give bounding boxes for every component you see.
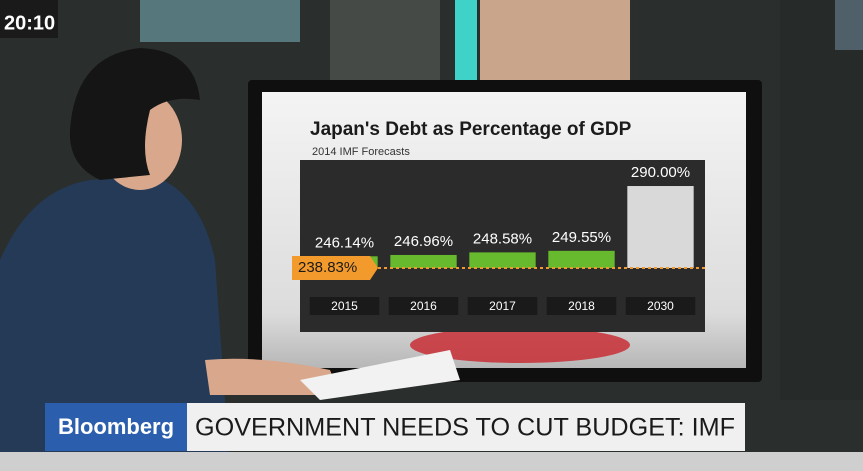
x-tick-label: 2030 (647, 299, 674, 313)
bar (627, 186, 694, 268)
clock-box (0, 0, 58, 38)
category-box (467, 297, 538, 315)
bar (469, 252, 536, 268)
studio-wall (330, 0, 440, 90)
bar (548, 250, 615, 268)
value-label: 246.96% (394, 233, 453, 250)
x-tick-label: 2016 (410, 299, 437, 313)
studio-monitor (835, 0, 863, 50)
presenter (0, 48, 460, 471)
x-tick-label: 2018 (568, 299, 595, 313)
value-label: 249.55% (552, 229, 611, 246)
chart-subtitle: 2014 IMF Forecasts (312, 146, 410, 158)
desk (0, 452, 863, 471)
chart-title: Japan's Debt as Percentage of GDP (310, 119, 632, 140)
value-label: 248.58% (473, 230, 532, 247)
chart: Japan's Debt as Percentage of GDP 2014 I… (292, 119, 705, 315)
category-box (388, 297, 459, 315)
bar (390, 254, 457, 268)
category-box (309, 297, 380, 315)
headline: GOVERNMENT NEEDS TO CUT BUDGET: IMF (195, 414, 735, 442)
brand-box (45, 403, 187, 451)
studio-right (780, 0, 863, 400)
baseline-label-box (292, 256, 378, 280)
clock: 20:10 (4, 12, 55, 34)
studio-monitor (140, 0, 300, 42)
brand: Bloomberg (58, 414, 174, 439)
category-box (546, 297, 617, 315)
x-tick-label: 2015 (331, 299, 358, 313)
studio-light (455, 0, 477, 90)
value-label: 290.00% (631, 164, 690, 181)
category-box (625, 297, 696, 315)
baseline-label: 238.83% (298, 259, 357, 276)
studio-wall (480, 0, 630, 80)
x-tick-label: 2017 (489, 299, 516, 313)
screen-accent (410, 327, 630, 363)
value-label: 246.14% (315, 234, 374, 251)
